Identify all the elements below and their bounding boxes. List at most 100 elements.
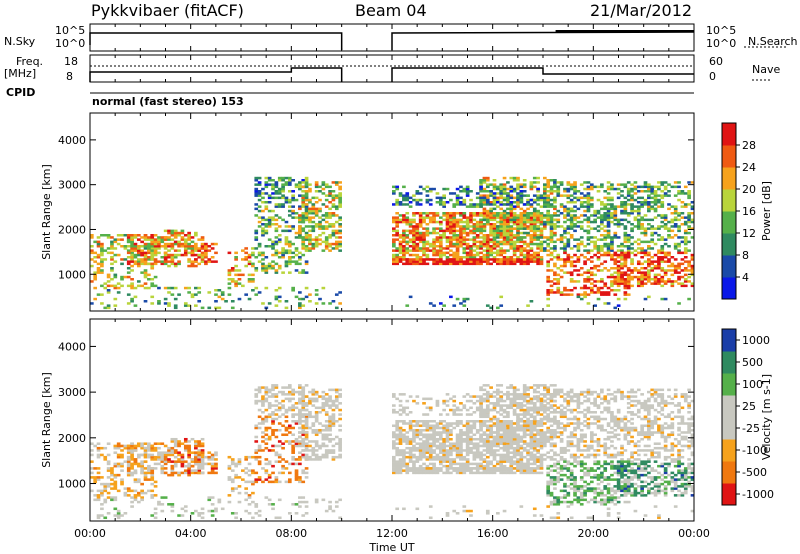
- power-cell: [516, 220, 520, 224]
- power-cell: [516, 260, 520, 263]
- power-cell: [177, 249, 181, 252]
- power-cell: [630, 198, 634, 202]
- power-cell: [502, 176, 507, 180]
- power-cell: [455, 194, 460, 197]
- power-cell: [438, 229, 443, 233]
- velocity-cell: [93, 476, 98, 479]
- power-cell: [284, 306, 289, 310]
- velocity-cell: [277, 440, 282, 443]
- power-cell: [143, 251, 148, 255]
- power-cell: [492, 185, 497, 189]
- power-cell: [657, 258, 661, 261]
- velocity-cell: [220, 507, 225, 511]
- power-cell: [136, 284, 141, 288]
- power-cell: [143, 286, 148, 290]
- power-cell: [657, 214, 661, 217]
- velocity-cell: [412, 462, 416, 466]
- power-cell: [506, 256, 510, 259]
- power-cell: [485, 247, 490, 250]
- power-cell: [569, 198, 574, 202]
- power-cell: [660, 280, 665, 283]
- velocity-cell: [133, 460, 138, 463]
- power-cell: [163, 258, 168, 261]
- power-cell: [261, 231, 265, 235]
- power-cell: [465, 192, 470, 195]
- power-cell: [613, 209, 618, 213]
- power-cell: [455, 258, 460, 261]
- velocity-cell: [230, 489, 235, 493]
- power-cell: [338, 249, 342, 252]
- power-cell: [418, 258, 423, 261]
- power-cell: [556, 181, 561, 184]
- power-cell: [600, 238, 604, 241]
- power-cell: [673, 181, 678, 184]
- power-cell: [187, 260, 191, 263]
- power-cell: [103, 306, 108, 310]
- power-cell: [284, 229, 289, 233]
- velocity-cell: [167, 453, 171, 457]
- power-cell: [566, 258, 571, 261]
- velocity-cell: [210, 469, 215, 472]
- velocity-cell: [331, 417, 336, 421]
- velocity-cell: [113, 444, 118, 448]
- power-cell: [432, 216, 436, 219]
- velocity-cell: [334, 420, 339, 423]
- power-cell: [502, 220, 507, 224]
- power-cell: [569, 218, 574, 222]
- power-cell: [600, 214, 604, 217]
- power-cell: [183, 302, 188, 305]
- power-cell: [140, 251, 144, 255]
- velocity-cell: [415, 433, 420, 437]
- velocity-cell: [150, 489, 155, 493]
- velocity-cell: [257, 399, 262, 403]
- power-cell: [509, 240, 514, 244]
- velocity-cell: [204, 455, 208, 459]
- power-cell: [130, 249, 134, 252]
- power-cell: [673, 280, 678, 283]
- velocity-cell: [324, 435, 329, 439]
- power-cell: [254, 256, 259, 259]
- velocity-cell: [180, 471, 185, 475]
- power-cell: [267, 201, 272, 204]
- power-cell: [499, 236, 504, 239]
- velocity-cell: [274, 413, 279, 416]
- power-cell: [509, 220, 514, 224]
- power-cell: [408, 231, 413, 235]
- power-cell: [150, 267, 155, 270]
- power-cell: [670, 273, 675, 277]
- velocity-cell: [153, 516, 158, 520]
- noise-tick-low: 10^0: [55, 37, 86, 50]
- power-cell: [563, 214, 567, 217]
- velocity-cell: [324, 413, 329, 416]
- velocity-cell: [408, 460, 413, 463]
- velocity-cell: [244, 487, 249, 490]
- power-cell: [680, 205, 685, 208]
- power-cell: [506, 194, 510, 197]
- power-cell: [512, 245, 517, 248]
- velocity-cell: [96, 489, 101, 493]
- power-cell: [177, 240, 181, 244]
- power-cell: [187, 291, 191, 294]
- power-cell: [438, 234, 443, 237]
- power-cell: [438, 216, 443, 219]
- nsky-trace-1: [89, 32, 343, 50]
- power-cell: [100, 234, 104, 237]
- power-cell: [549, 234, 554, 237]
- power-cell: [559, 238, 564, 241]
- velocity-cell: [180, 514, 185, 517]
- power-cell: [271, 216, 275, 219]
- velocity-cell: [133, 496, 138, 499]
- power-cell: [274, 203, 279, 206]
- power-cell: [308, 218, 312, 222]
- power-cell: [123, 234, 128, 237]
- power-cell: [596, 229, 601, 233]
- velocity-cell: [167, 446, 171, 450]
- power-cell: [559, 293, 564, 296]
- power-cell: [563, 262, 567, 266]
- power-cell: [563, 229, 567, 233]
- power-cell: [254, 231, 259, 235]
- power-cell: [529, 225, 534, 228]
- power-cell: [449, 295, 453, 299]
- power-cell: [291, 242, 295, 246]
- velocity-cell: [308, 415, 312, 419]
